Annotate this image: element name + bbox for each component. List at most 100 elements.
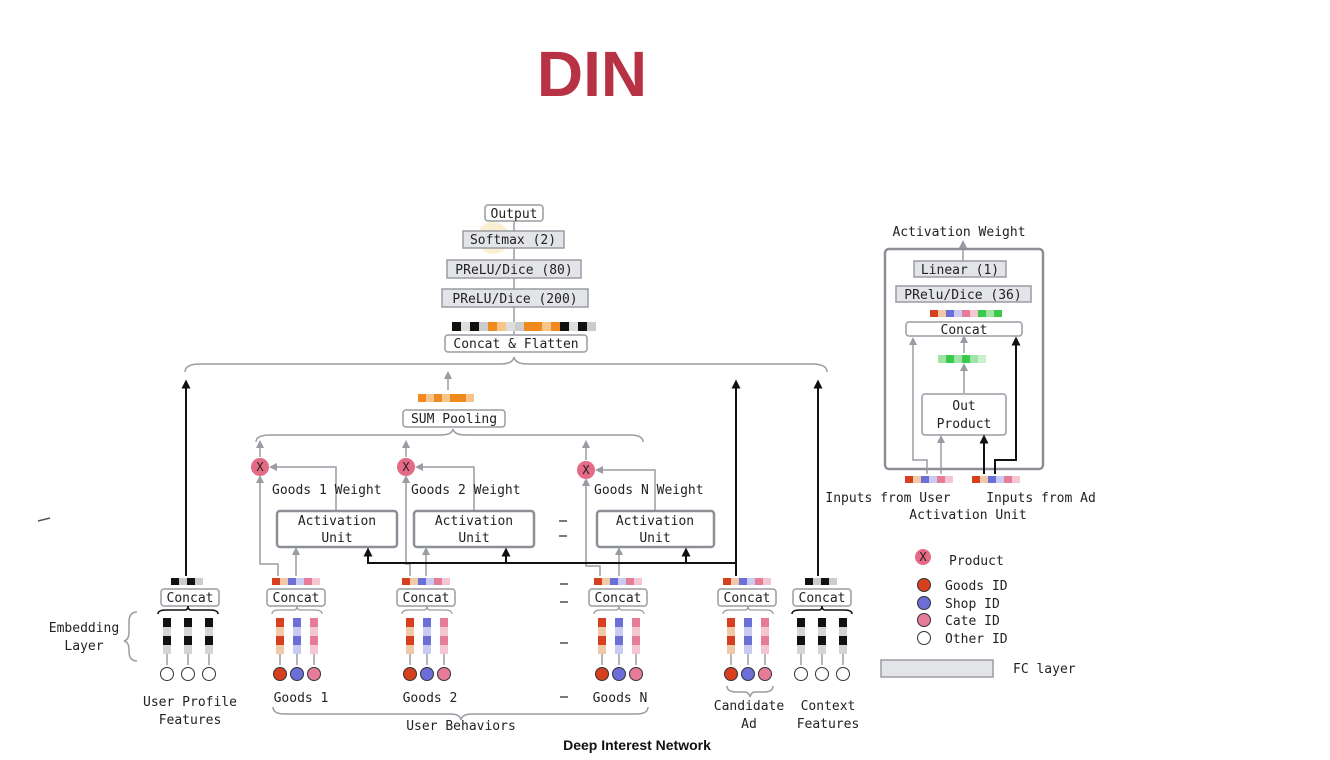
embedding-cell (615, 618, 623, 627)
embedding-cell (839, 618, 847, 627)
green-cell (954, 355, 962, 363)
product-icon (915, 549, 931, 565)
concat-label: Concat (724, 591, 771, 606)
feature-id-dot (437, 667, 451, 681)
feature-id-dot (724, 667, 738, 681)
goods-2-weight-label: Goods 2 Weight (411, 483, 521, 498)
fc-layer-swatch (880, 659, 994, 678)
feature-id-dot (420, 667, 434, 681)
top-brace (184, 356, 828, 373)
goods-1-column: X Goods 1 Weight Activation Unit Concat … (251, 440, 399, 706)
activation-unit-line1: Activation (298, 514, 376, 529)
concat-output-cell (312, 578, 320, 585)
embedding-cell (310, 627, 318, 636)
flatten-cell (497, 322, 506, 331)
flatten-cell (461, 322, 470, 331)
behavior-columns: X Goods 1 Weight Activation Unit Concat … (251, 440, 716, 706)
softmax-label: Softmax (2) (470, 233, 556, 248)
goods-n-label: Goods N (593, 691, 648, 706)
flatten-cell (515, 322, 524, 331)
embedding-cell (727, 618, 735, 627)
activation-unit-frame (883, 247, 1045, 471)
concat-brace (791, 605, 853, 615)
goods-id-dot (917, 578, 931, 592)
sum-pool-cell (418, 394, 426, 402)
flatten-cell (452, 322, 461, 331)
candidate-label: Candidate (714, 699, 785, 714)
embedding-layer-marks (157, 578, 853, 681)
embedding-cell (598, 627, 606, 636)
embedding-cell (310, 636, 318, 645)
feature-id-dot (307, 667, 321, 681)
concat-output-cell (402, 578, 410, 585)
panel-concat-label: Concat (941, 323, 988, 338)
sum-pool-cell (458, 394, 466, 402)
concat-label: Concat (167, 591, 214, 606)
concat-output-cell (304, 578, 312, 585)
sum-pooling-label: SUM Pooling (411, 412, 497, 427)
user-input-cell (929, 476, 937, 483)
concat-brace (722, 605, 774, 615)
activation-unit-line2: Unit (321, 531, 352, 546)
concat-output-cell (610, 578, 618, 585)
context-label: Features (797, 717, 860, 732)
feature-id-dot (290, 667, 304, 681)
user-input-cell (921, 476, 929, 483)
concat-output-cell (410, 578, 418, 585)
embedding-brace (123, 611, 138, 662)
embedding-cell (598, 636, 606, 645)
concat-output-cell (171, 578, 179, 585)
sum-pooling-group: SUM Pooling (255, 371, 644, 443)
concat-label: Concat (403, 591, 450, 606)
activation-unit-line1: Activation (435, 514, 513, 529)
concat-output-cell (763, 578, 771, 585)
embedding-cell (406, 627, 414, 636)
sum-pool-cell (466, 394, 474, 402)
concat-flatten-box (444, 334, 588, 353)
out-product-box (921, 393, 1007, 436)
goods-2-label: Goods 2 (403, 691, 458, 706)
feature-id-dot (815, 667, 829, 681)
embedding-cell (818, 645, 826, 654)
product-symbol: X (582, 463, 590, 477)
concat-output-cell (280, 578, 288, 585)
bottom-labels: User Profile Features User Behaviors Can… (49, 611, 860, 753)
candidate-concat-box (717, 588, 777, 607)
activation-unit-2 (412, 509, 536, 549)
legend-cate-id-label: Cate ID (945, 614, 1000, 629)
embedding-cell (839, 636, 847, 645)
concat-brace (157, 605, 219, 615)
concat-brace (401, 605, 453, 615)
prelu-80-label: PReLU/Dice (80) (455, 263, 572, 278)
feature-id-dot (629, 667, 643, 681)
pooling-brace (255, 428, 644, 443)
panel-concat-strip (905, 310, 1020, 483)
legend-shop-id-label: Shop ID (945, 597, 1000, 612)
embedding-cell (184, 618, 192, 627)
flatten-cell (479, 322, 488, 331)
embedding-cell (293, 636, 301, 645)
embedding-cell (818, 636, 826, 645)
sum-pool-cell (434, 394, 442, 402)
embedding-cell (615, 636, 623, 645)
inputs-from-ad-label: Inputs from Ad (986, 491, 1096, 506)
legend-fc-layer-label: FC layer (1013, 662, 1076, 677)
concat-box (588, 588, 648, 607)
product-icon (397, 458, 415, 476)
embedding-cell (276, 618, 284, 627)
goods-1-label: Goods 1 (274, 691, 329, 706)
legend-product-label: Product (949, 554, 1004, 569)
embedding-cell (423, 645, 431, 654)
legend-other-id-label: Other ID (945, 632, 1008, 647)
embedding-cell (310, 618, 318, 627)
flatten-cell (551, 322, 560, 331)
user-input-cell (913, 476, 921, 483)
sum-pooling-embedding-strip (418, 394, 474, 402)
softmax-layer (462, 230, 565, 249)
embedding-cell (205, 627, 213, 636)
embedding-cell (727, 636, 735, 645)
embedding-cell (632, 645, 640, 654)
feature-id-dot (273, 667, 287, 681)
feature-id-dot (595, 667, 609, 681)
feature-id-dot (160, 667, 174, 681)
